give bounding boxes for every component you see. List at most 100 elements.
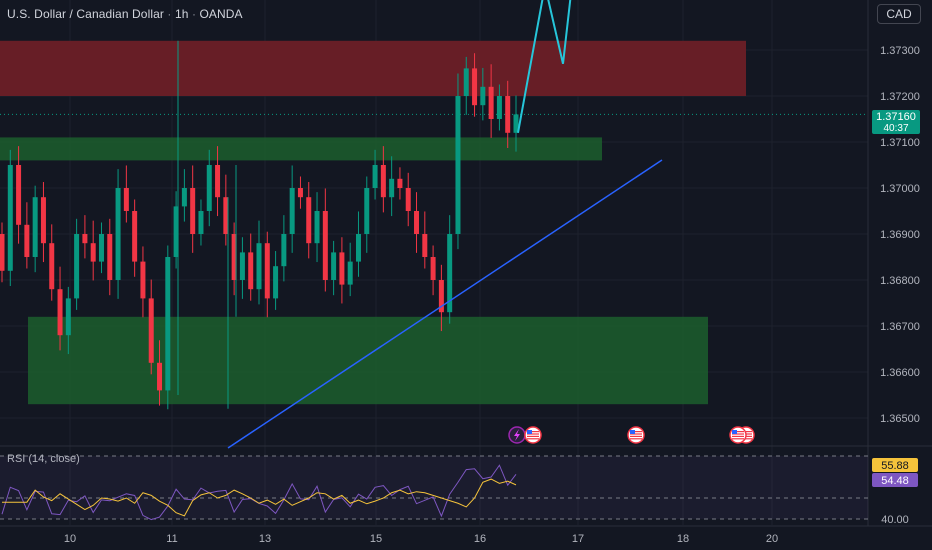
candle-body — [7, 165, 13, 271]
rsi-title: RSI (14, close) — [7, 453, 80, 465]
candle-body — [132, 211, 138, 262]
candle-body — [339, 252, 345, 285]
separator: · — [191, 7, 200, 21]
candle-body — [496, 96, 502, 119]
symbol-header[interactable]: U.S. Dollar / Canadian Dollar · 1h · OAN… — [7, 7, 243, 21]
time-axis: 10 11 13 15 16 17 18 20 — [64, 533, 778, 545]
candle-body — [57, 289, 63, 336]
candle-body — [32, 197, 38, 257]
candle-body — [380, 165, 386, 198]
candle-body — [165, 257, 171, 391]
rsi-pane — [0, 455, 868, 521]
time-tick-label: 17 — [572, 533, 584, 545]
support-zone[interactable] — [0, 137, 602, 161]
candle-body — [430, 257, 436, 280]
candle-body — [231, 234, 237, 280]
candle-body — [157, 362, 163, 391]
resistance-zone[interactable] — [0, 40, 746, 96]
candle-body — [513, 114, 519, 133]
price-tags: 1.37160 40:37 55.88 54.48 — [872, 110, 920, 487]
rsi-value-tag — [872, 473, 918, 487]
rsi-ma-tag — [872, 458, 918, 472]
rsi-ma-value: 55.88 — [881, 460, 909, 472]
currency-button[interactable]: CAD — [877, 4, 921, 24]
candle-body — [438, 280, 444, 313]
candle-body — [98, 234, 104, 262]
time-tick-label: 15 — [370, 533, 382, 545]
candles — [0, 40, 519, 410]
candle-body — [65, 298, 71, 336]
us-flag-icon[interactable] — [627, 426, 645, 444]
price-tick-label: 1.36500 — [880, 413, 920, 425]
candle-body — [463, 68, 469, 96]
us-flag-icon[interactable] — [729, 426, 747, 444]
candle-body — [115, 188, 121, 280]
time-tick-label: 10 — [64, 533, 76, 545]
candle-body — [273, 266, 279, 299]
candle-body — [364, 188, 370, 234]
trendline[interactable] — [227, 159, 663, 449]
price-tick-label: 1.37100 — [880, 137, 920, 149]
candle-body — [372, 165, 378, 188]
candle-body — [181, 188, 187, 207]
candle-body — [314, 211, 320, 244]
zones — [0, 40, 868, 405]
candle-body — [505, 96, 511, 133]
price-tick-label: 1.37200 — [880, 91, 920, 103]
us-flag-icon[interactable] — [524, 426, 542, 444]
symbol-name: U.S. Dollar / Canadian Dollar — [7, 7, 164, 21]
candle-body — [480, 86, 486, 106]
candle-body — [306, 197, 312, 244]
lightning-icon[interactable] — [508, 426, 526, 444]
drawings — [227, 0, 663, 449]
candle-body — [239, 252, 245, 280]
data-source: OANDA — [199, 7, 243, 21]
candle-body — [414, 211, 420, 234]
last-price-tag — [872, 110, 920, 134]
candle-body — [256, 243, 262, 290]
candle-body — [331, 252, 337, 280]
candle-body — [0, 234, 5, 271]
candle-body — [123, 188, 129, 211]
candle-body — [49, 243, 55, 290]
projection-path[interactable] — [517, 0, 575, 133]
candle-body — [488, 86, 494, 119]
candle-body — [422, 234, 428, 257]
rsi-tick-label: 40.00 — [881, 514, 909, 526]
candle-body — [397, 178, 403, 188]
time-tick-label: 11 — [166, 533, 177, 545]
price-tick-label: 1.36800 — [880, 275, 920, 287]
candle-body — [472, 68, 478, 106]
candle-body — [40, 197, 46, 244]
support-zone[interactable] — [28, 316, 708, 405]
candle-body — [24, 224, 30, 257]
time-tick-label: 18 — [677, 533, 689, 545]
bar-countdown: 40:37 — [883, 123, 908, 134]
rsi-value: 54.48 — [881, 475, 909, 487]
candle-body — [389, 178, 395, 198]
event-icons[interactable] — [508, 426, 755, 444]
candle-body — [289, 188, 295, 234]
price-tick-label: 1.37000 — [880, 183, 920, 195]
candle-body — [173, 206, 179, 257]
candle-body — [347, 261, 353, 285]
candle-body — [16, 165, 22, 225]
candle-body — [140, 261, 146, 299]
candle-body — [206, 165, 212, 211]
candle-body — [198, 211, 204, 234]
candle-body — [281, 234, 287, 267]
price-tick-label: 1.36600 — [880, 367, 920, 379]
candle-body — [355, 234, 361, 262]
rsi-ma-line — [2, 478, 517, 517]
price-tick-label: 1.36900 — [880, 229, 920, 241]
price-tick-label: 1.36700 — [880, 321, 920, 333]
interval: 1h — [174, 7, 189, 21]
candle-body — [447, 234, 453, 313]
candle-body — [190, 188, 196, 234]
time-tick-label: 16 — [474, 533, 486, 545]
time-tick-label: 20 — [766, 533, 778, 545]
price-tick-label: 1.37300 — [880, 45, 920, 57]
candle-body — [405, 188, 411, 211]
candle-body — [297, 188, 303, 198]
